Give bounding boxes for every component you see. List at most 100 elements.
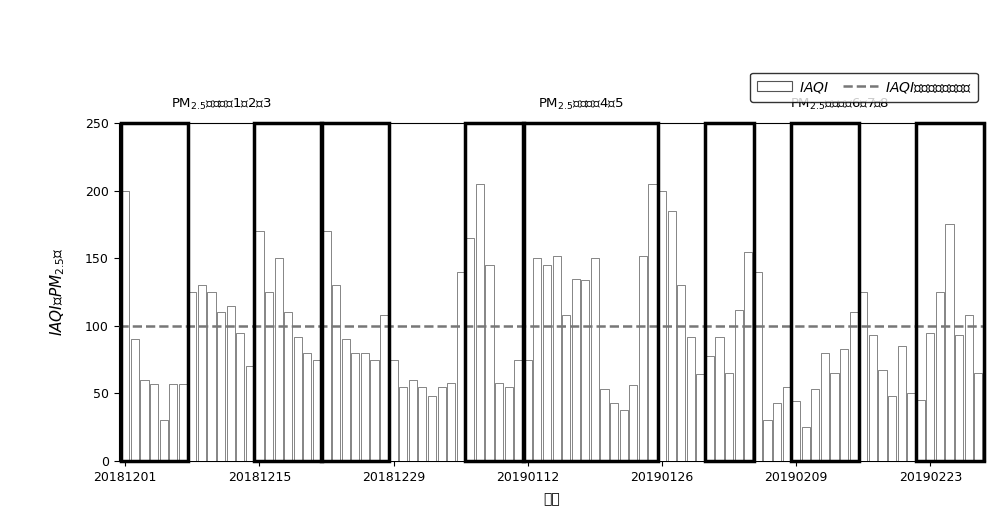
Bar xyxy=(131,339,139,461)
Bar xyxy=(581,280,589,461)
Bar xyxy=(332,286,340,461)
Bar xyxy=(313,359,321,461)
Text: $IAQI$（$PM_{2.5}$）: $IAQI$（$PM_{2.5}$） xyxy=(49,247,67,337)
Bar xyxy=(696,375,704,461)
Bar xyxy=(457,272,465,461)
Bar xyxy=(399,387,407,461)
Bar xyxy=(160,420,168,461)
Text: PM$_{2.5}$污染过程1、2、3: PM$_{2.5}$污染过程1、2、3 xyxy=(171,97,271,113)
Bar xyxy=(438,387,446,461)
Bar xyxy=(715,337,724,461)
Bar xyxy=(390,359,398,461)
Bar xyxy=(524,359,532,461)
Bar xyxy=(418,387,426,461)
Legend: $IAQI$, $IAQI$国家二级标准限值: $IAQI$, $IAQI$国家二级标准限值 xyxy=(750,72,978,102)
Bar xyxy=(514,359,522,461)
Bar xyxy=(140,380,149,461)
Bar xyxy=(648,184,657,461)
Bar xyxy=(725,373,733,461)
Bar xyxy=(705,123,754,461)
Bar xyxy=(735,309,743,461)
Bar xyxy=(169,384,177,461)
Bar xyxy=(830,373,839,461)
Bar xyxy=(763,420,772,461)
Bar xyxy=(791,123,859,461)
Bar xyxy=(754,272,762,461)
Bar xyxy=(361,353,369,461)
Bar xyxy=(380,315,388,461)
Bar xyxy=(543,265,551,461)
Bar xyxy=(859,292,867,461)
Bar xyxy=(869,336,877,461)
Bar xyxy=(409,380,417,461)
Bar xyxy=(898,346,906,461)
Bar xyxy=(505,387,513,461)
Bar xyxy=(629,385,637,461)
Bar xyxy=(294,337,302,461)
Bar xyxy=(188,292,196,461)
Bar xyxy=(802,427,810,461)
Bar xyxy=(150,384,158,461)
Bar xyxy=(342,339,350,461)
Bar xyxy=(121,123,188,461)
X-axis label: 日期: 日期 xyxy=(543,492,560,506)
Bar xyxy=(945,225,954,461)
Bar xyxy=(523,123,658,461)
Bar xyxy=(965,315,973,461)
Bar xyxy=(610,403,618,461)
Bar xyxy=(275,258,283,461)
Bar xyxy=(773,403,781,461)
Bar xyxy=(926,332,934,461)
Bar xyxy=(179,384,187,461)
Bar xyxy=(351,353,359,461)
Bar xyxy=(553,256,561,461)
Bar xyxy=(254,123,322,461)
Bar xyxy=(236,332,244,461)
Bar xyxy=(572,279,580,461)
Bar xyxy=(658,191,666,461)
Bar xyxy=(227,305,235,461)
Bar xyxy=(744,252,752,461)
Bar xyxy=(639,256,647,461)
Bar xyxy=(284,312,292,461)
Bar xyxy=(428,396,436,461)
Bar xyxy=(370,359,379,461)
Bar xyxy=(677,286,685,461)
Text: PM$_{2.5}$污染过程4、5: PM$_{2.5}$污染过程4、5 xyxy=(538,97,623,113)
Bar xyxy=(907,393,915,461)
Bar xyxy=(207,292,216,461)
Bar xyxy=(121,191,129,461)
Bar xyxy=(466,238,474,461)
Bar xyxy=(303,353,311,461)
Bar xyxy=(916,123,984,461)
Bar xyxy=(476,184,484,461)
Bar xyxy=(495,382,503,461)
Bar xyxy=(465,123,524,461)
Bar xyxy=(878,370,887,461)
Bar xyxy=(600,389,609,461)
Bar xyxy=(485,265,494,461)
Bar xyxy=(620,410,628,461)
Bar xyxy=(591,258,599,461)
Bar xyxy=(533,258,541,461)
Bar xyxy=(917,400,925,461)
Bar xyxy=(447,382,455,461)
Bar xyxy=(974,373,982,461)
Bar xyxy=(255,231,264,461)
Bar xyxy=(888,396,896,461)
Bar xyxy=(783,387,791,461)
Bar xyxy=(265,292,273,461)
Bar xyxy=(198,286,206,461)
Bar xyxy=(246,366,254,461)
Bar xyxy=(706,355,714,461)
Bar xyxy=(687,337,695,461)
Text: PM$_{2.5}$污染过程6、7、8: PM$_{2.5}$污染过程6、7、8 xyxy=(790,97,889,113)
Bar xyxy=(792,402,800,461)
Bar xyxy=(840,349,848,461)
Bar xyxy=(811,389,819,461)
Bar xyxy=(936,292,944,461)
Bar xyxy=(321,123,389,461)
Bar xyxy=(850,312,858,461)
Bar xyxy=(217,312,225,461)
Bar xyxy=(562,315,570,461)
